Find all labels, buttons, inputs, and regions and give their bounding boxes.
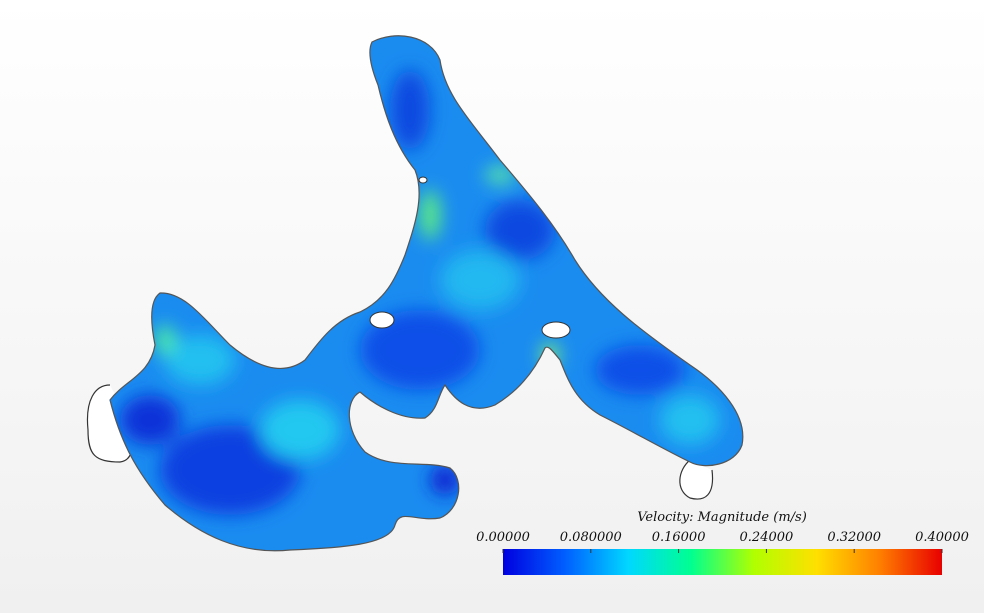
colorbar-tick-label: 0.080000 <box>560 530 622 545</box>
colorbar-tick-label: 0.00000 <box>476 530 530 545</box>
colorbar-tick-label: 0.40000 <box>915 530 969 545</box>
colorbar-tick-label: 0.24000 <box>740 530 794 545</box>
colorbar-bar <box>503 549 942 575</box>
velocity-plot: Velocity: Magnitude (m/s) 0.00000 0.08000… <box>0 0 984 613</box>
colorbar-title: Velocity: Magnitude (m/s) <box>637 510 807 525</box>
island <box>542 322 570 338</box>
colorbar-tick-label: 0.32000 <box>827 530 881 545</box>
island <box>419 177 427 183</box>
colorbar-tick-label: 0.16000 <box>652 530 706 545</box>
island <box>370 312 394 328</box>
